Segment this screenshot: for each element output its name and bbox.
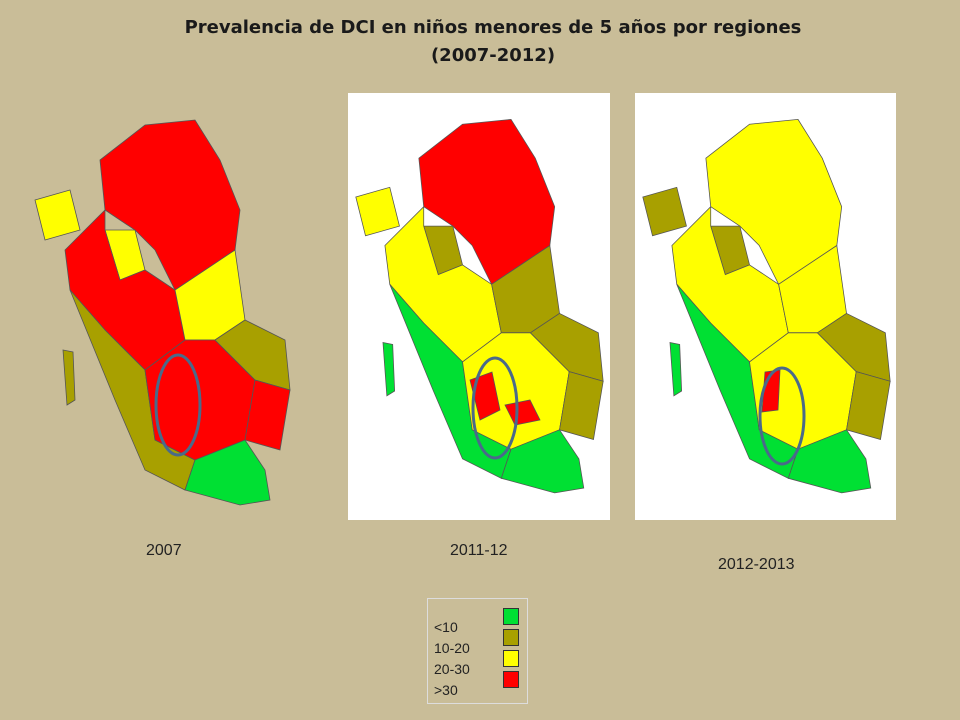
map-label: 2012-2013 <box>718 556 795 573</box>
legend-label: <10 <box>434 619 458 635</box>
legend-label: 20-30 <box>434 661 470 677</box>
map-label: 2007 <box>146 542 182 559</box>
legend-swatch <box>503 671 519 688</box>
highlight <box>758 366 806 466</box>
legend-swatch <box>503 650 519 667</box>
map-2007 <box>34 119 291 506</box>
legend-label: >30 <box>434 682 458 698</box>
subtitle: (2007-2012) <box>430 45 556 66</box>
title: Prevalencia de DCI en niños menores de 5… <box>184 17 802 38</box>
legend: <10 10-20 20-30 >30 <box>427 598 528 704</box>
highlight <box>154 353 202 457</box>
region <box>469 371 501 421</box>
highlight <box>471 356 519 460</box>
legend-swatch <box>503 608 519 625</box>
region <box>504 399 541 426</box>
map-label: 2011-12 <box>450 542 508 559</box>
legend-label: 10-20 <box>434 640 470 656</box>
legend-swatch <box>503 629 519 646</box>
